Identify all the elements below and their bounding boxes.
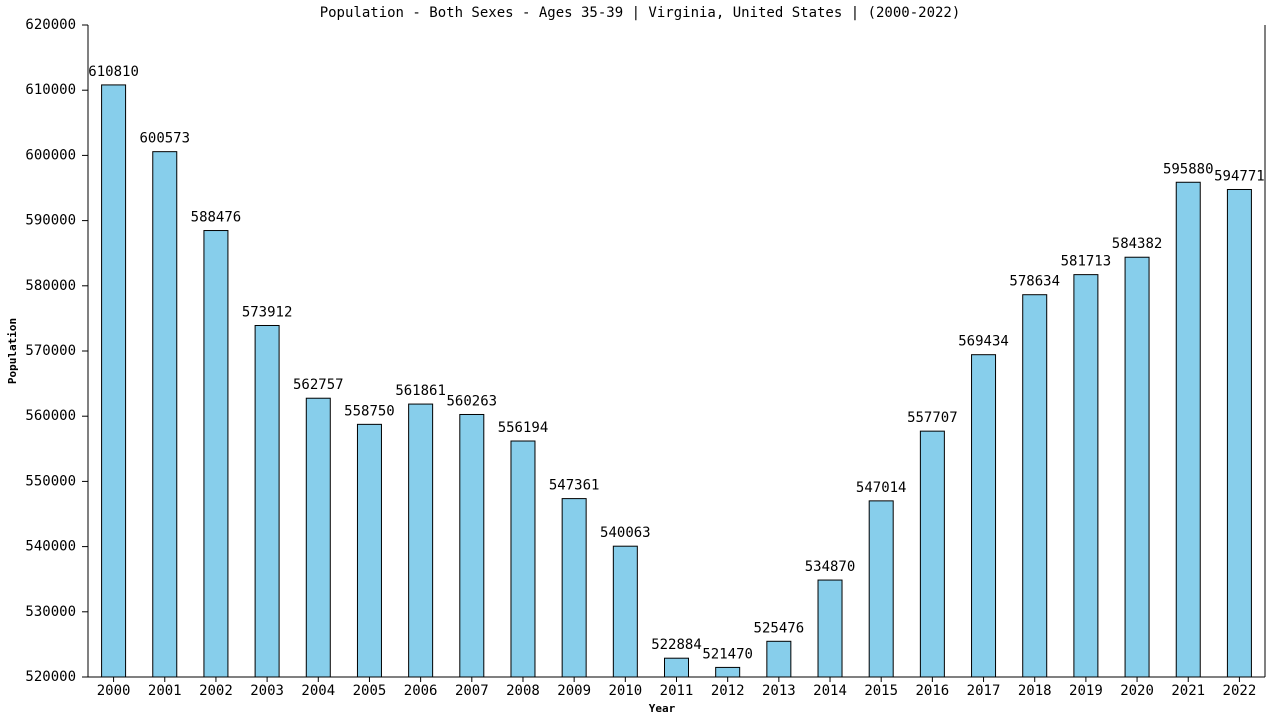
bar [510,440,536,678]
y-tick-label: 520000 [25,669,76,685]
bar [664,657,689,678]
x-tick-label: 2012 [711,683,745,699]
data-label: 556194 [498,420,549,436]
x-tick-label: 2017 [967,683,1001,699]
bar [1073,274,1099,678]
data-label: 610810 [88,64,139,80]
y-tick-label: 570000 [25,343,76,359]
bar [1226,188,1252,678]
x-tick-label: 2019 [1069,683,1103,699]
x-tick-label: 2014 [813,683,847,699]
data-label: 569434 [958,334,1009,350]
x-tick-label: 2003 [250,683,284,699]
bar [766,640,792,678]
data-label: 540063 [600,525,651,541]
y-tick-label: 600000 [25,147,76,163]
y-tick-label: 610000 [25,82,76,98]
bar [612,545,638,678]
y-tick-label: 530000 [25,604,76,620]
data-label: 561861 [395,383,446,399]
bar [1175,181,1201,678]
x-tick-label: 2000 [97,683,131,699]
y-tick-label: 540000 [25,539,76,555]
data-label: 534870 [805,559,856,575]
y-tick-label: 590000 [25,213,76,229]
x-tick-label: 2010 [608,683,642,699]
bar [919,430,945,678]
x-tick-label: 2011 [660,683,694,699]
x-axis-label: Year [649,702,676,715]
bar [561,498,587,678]
data-label: 525476 [754,620,805,636]
x-tick-label: 2021 [1171,683,1205,699]
y-tick-label: 550000 [25,473,76,489]
data-label: 522884 [651,637,702,653]
data-label: 600573 [139,131,190,147]
bar [203,230,229,678]
x-tick-label: 2005 [353,683,387,699]
data-label: 594771 [1214,168,1265,184]
data-label: 595880 [1163,161,1214,177]
x-tick-label: 2015 [864,683,898,699]
x-tick-label: 2002 [199,683,233,699]
bar [1022,294,1048,678]
bar [459,413,485,678]
x-tick-label: 2020 [1120,683,1154,699]
x-tick-label: 2022 [1223,683,1257,699]
x-tick-label: 2013 [762,683,796,699]
bar [254,324,280,678]
y-axis-label: Population [6,318,19,384]
x-tick-label: 2001 [148,683,182,699]
y-tick-label: 620000 [25,17,76,33]
data-label: 521470 [702,646,753,662]
x-tick-label: 2016 [916,683,950,699]
bar [408,403,434,678]
x-tick-label: 2006 [404,683,438,699]
data-label: 581713 [1061,254,1112,270]
data-label: 558750 [344,403,395,419]
x-tick-label: 2008 [506,683,540,699]
data-label: 557707 [907,410,958,426]
chart-title: Population - Both Sexes - Ages 35-39 | V… [320,5,961,21]
bar [817,579,843,678]
data-label: 584382 [1112,236,1163,252]
bar [356,423,382,678]
data-label: 578634 [1009,274,1060,290]
data-label: 547014 [856,480,907,496]
y-tick-label: 560000 [25,408,76,424]
data-label: 573912 [242,304,293,320]
y-tick-label: 580000 [25,278,76,294]
x-tick-label: 2004 [301,683,335,699]
bar [868,500,894,678]
x-tick-label: 2009 [557,683,591,699]
x-tick-label: 2007 [455,683,489,699]
bar [101,84,127,678]
data-label: 562757 [293,377,344,393]
data-label: 560263 [447,393,498,409]
data-label: 547361 [549,478,600,494]
bar [715,666,741,678]
bar [1124,256,1150,678]
bar [971,354,997,678]
bar [152,151,178,678]
bar [305,397,331,678]
x-tick-label: 2018 [1018,683,1052,699]
data-label: 588476 [191,210,242,226]
